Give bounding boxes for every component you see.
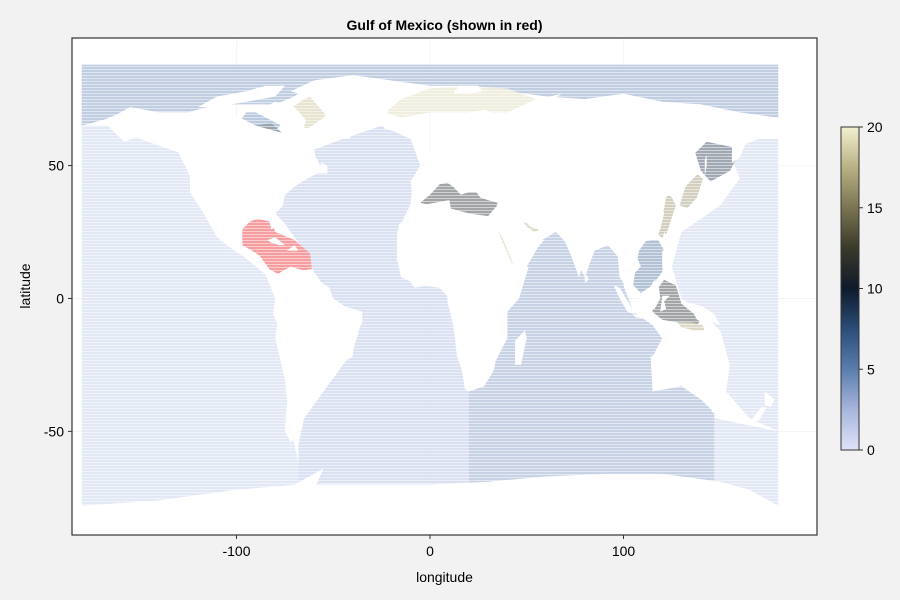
colorbar-ticks: 0 5 10 15 20	[859, 119, 883, 458]
chart-title: Gulf of Mexico (shown in red)	[347, 17, 543, 33]
y-axis-ticks: -50 0 50	[44, 158, 72, 439]
land-sumatra	[613, 285, 636, 315]
land-canadian-arctic-islands	[197, 85, 285, 108]
land-java	[633, 314, 651, 320]
land-taiwan	[662, 232, 667, 240]
land-tasmania	[710, 407, 717, 413]
land-africa	[397, 200, 529, 392]
land-hispaniola	[286, 245, 299, 251]
land-sri-lanka	[584, 274, 589, 283]
colorbar-tick-label-4: 20	[867, 119, 883, 135]
land-madagascar	[515, 330, 527, 365]
land-eurasia	[410, 93, 779, 291]
land-iceland	[383, 123, 403, 131]
plot-frame	[71, 37, 818, 536]
land-baffin-island	[255, 101, 307, 131]
land-new-guinea	[683, 301, 721, 325]
y-tick-label-1: 0	[56, 290, 64, 306]
colorbar-tick-label-2: 10	[867, 281, 883, 297]
land-south-america	[273, 266, 363, 442]
land-novaya-zemlya	[530, 93, 562, 110]
land-great-britain	[418, 144, 434, 166]
land-new-zealand-north	[764, 391, 775, 408]
colorbar	[840, 126, 860, 451]
x-axis-label: longitude	[416, 569, 473, 585]
land-masses	[81, 75, 779, 535]
land-north-america	[104, 109, 322, 278]
land-sakhalin	[704, 154, 707, 177]
land-greenland	[290, 75, 396, 139]
land-australia	[650, 327, 727, 403]
colorbar-tick-label-3: 15	[867, 200, 883, 216]
x-tick-label-1: 0	[426, 543, 434, 559]
land-sulawesi	[660, 295, 670, 312]
land-newfoundland	[315, 162, 328, 174]
land-svalbard	[453, 85, 483, 94]
colorbar-tick-label-0: 0	[867, 442, 875, 458]
land-antarctica	[81, 468, 779, 535]
colorbar-tick-label-1: 5	[867, 361, 875, 377]
land-japan	[681, 178, 711, 217]
land-new-zealand-south	[751, 407, 767, 421]
land-cuba	[267, 237, 285, 246]
y-tick-label-2: 50	[48, 158, 64, 174]
x-tick-label-0: -100	[222, 543, 250, 559]
x-tick-label-2: 100	[612, 543, 636, 559]
land-borneo	[640, 279, 661, 310]
x-axis-ticks: -100 0 100	[222, 535, 635, 559]
y-tick-label-0: -50	[44, 423, 64, 439]
y-axis-label: latitude	[17, 263, 33, 308]
land-philippines	[662, 250, 674, 280]
